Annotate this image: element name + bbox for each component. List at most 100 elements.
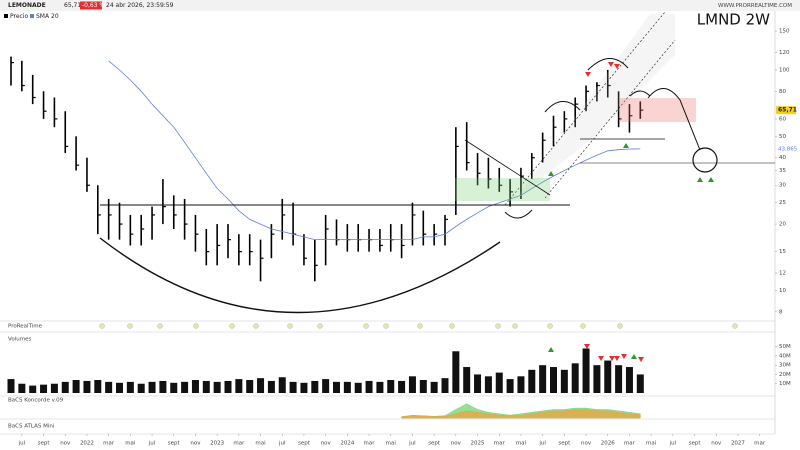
panel-title: Volumes <box>8 337 31 343</box>
volume-bar <box>593 365 601 393</box>
volume-bar <box>517 376 525 393</box>
x-tick-label: mai <box>646 441 657 447</box>
indicator-area <box>401 409 641 419</box>
x-tick-label: mar <box>754 441 766 447</box>
last-price-label: 65,71 <box>778 107 797 114</box>
plot: jul sept nov 2022 mar mai jul sept nov 2023 mar mai… <box>7 29 798 447</box>
y-tick-label: 100 <box>779 67 790 73</box>
volume-bar <box>550 367 557 393</box>
x-tick-label: 2025 <box>471 441 485 447</box>
x-tick-label: nov <box>321 441 332 447</box>
legend-swatch <box>30 14 34 18</box>
volume-bar <box>116 382 123 393</box>
x-tick-label: mar <box>494 441 506 447</box>
volume-bar <box>474 374 482 393</box>
y-tick-label: 8 <box>779 309 783 315</box>
x-tick-label: mar <box>364 441 376 447</box>
volume-bar <box>72 380 80 393</box>
x-tick-label: nov <box>581 441 592 447</box>
volume-bar <box>387 380 395 393</box>
volume-bar <box>170 382 178 393</box>
volume-bar <box>50 383 58 393</box>
volume-bar <box>300 382 308 393</box>
y-tick-label: 12 <box>779 270 786 276</box>
top-bar <box>0 0 800 11</box>
volume-bar <box>582 348 590 393</box>
x-tick-label: 2026 <box>601 441 615 447</box>
x-tick-label: sept <box>428 441 441 447</box>
y-tick-label: 80 <box>779 89 786 95</box>
volume-bar <box>94 380 102 393</box>
site: WWW.PRORREALTIME.COM <box>718 3 792 9</box>
x-tick-label: nov <box>60 441 71 447</box>
volume-bar <box>539 365 547 393</box>
volume-bar <box>235 379 243 393</box>
y-tick-label: 30 <box>779 183 786 189</box>
volume-bar <box>343 381 351 393</box>
volume-bar <box>452 351 460 393</box>
volume-bar <box>365 380 373 393</box>
change-box <box>80 1 102 10</box>
volume-bar <box>408 376 416 393</box>
y-tick-label: 15 <box>779 249 786 255</box>
x-tick-label: 2023 <box>210 441 224 447</box>
volume-bar <box>148 381 156 393</box>
y-tick-label: 30M <box>779 363 791 369</box>
volume-bar <box>7 379 15 393</box>
x-tick-label: jul <box>148 441 156 447</box>
price: 65,71 <box>64 2 81 9</box>
volume-bar <box>126 381 134 393</box>
y-tick-label: 150 <box>779 29 790 35</box>
x-tick-label: nov <box>190 441 201 447</box>
panel-title: BaCS ATLAS Mini <box>8 424 55 430</box>
sma-last-label: 43,865 <box>778 146 798 152</box>
x-tick-label: jul <box>408 441 416 447</box>
y-tick-label: 60 <box>779 116 786 122</box>
y-tick-label: 20 <box>779 222 786 228</box>
x-tick-label: nov <box>711 441 722 447</box>
volume-bar <box>354 382 362 393</box>
drawings <box>99 11 775 362</box>
volume-bar <box>333 381 340 393</box>
legend-label: Precio <box>10 13 29 20</box>
volume-bar <box>246 380 254 393</box>
volume-bar <box>636 374 644 393</box>
volume-bar <box>257 378 265 393</box>
volume-bar <box>430 381 438 393</box>
x-tick-label: mai <box>255 441 266 447</box>
x-tick-label: sept <box>298 441 311 447</box>
volume-bar <box>137 383 145 393</box>
volume-bar <box>159 380 167 393</box>
volume-bar <box>267 380 275 393</box>
y-tick-label: 50 <box>779 134 786 140</box>
events <box>99 323 738 329</box>
x-tick-label: mai <box>516 441 527 447</box>
x-tick-label: mar <box>103 441 115 447</box>
volume-bar <box>224 380 232 393</box>
volume-bar <box>560 369 568 393</box>
x-tick-label: 2027 <box>731 441 745 447</box>
volume-bar <box>29 385 37 393</box>
volume-bar <box>40 384 48 393</box>
chart-title: LMND 2W <box>697 11 770 29</box>
x-tick-label: jul <box>278 441 286 447</box>
x-tick-label: mar <box>233 441 245 447</box>
x-tick-label: 2022 <box>80 441 94 447</box>
volume-bar <box>311 380 319 393</box>
x-tick-label: jul <box>18 441 26 447</box>
y-tick-label: 10 <box>779 288 786 294</box>
x-tick-label: sept <box>38 441 51 447</box>
y-tick-label: 40M <box>779 353 791 359</box>
x-tick-label: sept <box>168 441 181 447</box>
sma-line <box>108 60 641 240</box>
last-price-box <box>776 106 796 115</box>
x-tick-label: mai <box>386 441 397 447</box>
x-tick-label: mar <box>624 441 636 447</box>
volume-bar <box>289 381 297 393</box>
change: -0,63 % <box>82 2 105 9</box>
y-tick-label: 25 <box>779 200 786 206</box>
volume-bar <box>398 380 406 393</box>
volume-bar <box>322 379 330 393</box>
events-label: ProRealTime <box>8 324 43 330</box>
